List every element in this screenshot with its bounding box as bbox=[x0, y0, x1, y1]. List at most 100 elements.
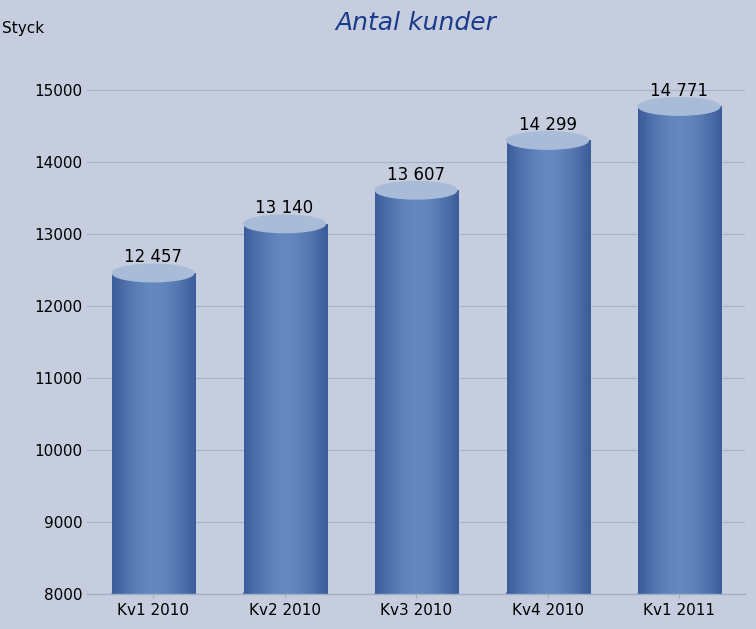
Ellipse shape bbox=[638, 585, 720, 603]
Bar bbox=[716, 106, 718, 594]
Bar bbox=[525, 140, 528, 594]
Bar bbox=[453, 190, 455, 594]
Bar bbox=[421, 190, 423, 594]
Bar bbox=[665, 106, 668, 594]
Bar bbox=[413, 190, 415, 594]
Bar bbox=[246, 224, 248, 594]
Bar bbox=[455, 190, 457, 594]
Bar bbox=[451, 190, 453, 594]
Bar bbox=[426, 190, 428, 594]
Bar bbox=[423, 190, 426, 594]
Bar bbox=[305, 224, 307, 594]
Bar bbox=[445, 190, 447, 594]
Bar bbox=[311, 224, 313, 594]
Bar bbox=[691, 106, 692, 594]
Bar bbox=[692, 106, 695, 594]
Text: 13 607: 13 607 bbox=[387, 165, 445, 184]
Bar bbox=[139, 273, 141, 594]
Bar bbox=[699, 106, 701, 594]
Bar bbox=[553, 140, 555, 594]
Bar bbox=[404, 190, 407, 594]
Bar bbox=[265, 224, 267, 594]
Text: 12 457: 12 457 bbox=[124, 248, 182, 267]
Bar bbox=[557, 140, 559, 594]
Bar bbox=[680, 106, 683, 594]
Bar bbox=[415, 190, 417, 594]
Bar bbox=[259, 224, 261, 594]
Bar bbox=[544, 140, 547, 594]
Bar bbox=[584, 140, 587, 594]
Ellipse shape bbox=[375, 182, 457, 199]
Bar bbox=[113, 273, 114, 594]
Bar bbox=[440, 190, 442, 594]
Bar bbox=[256, 224, 259, 594]
Bar bbox=[645, 106, 647, 594]
Bar bbox=[377, 190, 380, 594]
Bar bbox=[511, 140, 513, 594]
Bar bbox=[319, 224, 321, 594]
Bar bbox=[541, 140, 543, 594]
Bar bbox=[522, 140, 524, 594]
Bar bbox=[306, 224, 308, 594]
Bar bbox=[528, 140, 530, 594]
Bar bbox=[292, 224, 294, 594]
Bar bbox=[653, 106, 655, 594]
Bar bbox=[536, 140, 538, 594]
Bar bbox=[298, 224, 300, 594]
Bar bbox=[640, 106, 643, 594]
Bar bbox=[689, 106, 691, 594]
Bar bbox=[436, 190, 438, 594]
Bar bbox=[530, 140, 532, 594]
Bar bbox=[420, 190, 421, 594]
Bar bbox=[317, 224, 319, 594]
Bar bbox=[375, 190, 377, 594]
Bar bbox=[384, 190, 386, 594]
Text: 14 299: 14 299 bbox=[519, 116, 577, 134]
Bar bbox=[655, 106, 657, 594]
Bar bbox=[135, 273, 138, 594]
Bar bbox=[651, 106, 653, 594]
Ellipse shape bbox=[113, 585, 194, 603]
Bar bbox=[262, 224, 265, 594]
Bar bbox=[659, 106, 662, 594]
Bar bbox=[550, 140, 553, 594]
Bar bbox=[646, 106, 649, 594]
Bar bbox=[131, 273, 133, 594]
Bar bbox=[184, 273, 185, 594]
Bar bbox=[382, 190, 384, 594]
Bar bbox=[682, 106, 684, 594]
Bar bbox=[173, 273, 175, 594]
Bar bbox=[542, 140, 544, 594]
Bar bbox=[169, 273, 171, 594]
Bar bbox=[711, 106, 714, 594]
Bar bbox=[561, 140, 563, 594]
Bar bbox=[144, 273, 146, 594]
Bar bbox=[695, 106, 697, 594]
Bar bbox=[720, 106, 722, 594]
Ellipse shape bbox=[375, 585, 457, 603]
Text: 13 140: 13 140 bbox=[256, 199, 314, 217]
Bar bbox=[302, 224, 305, 594]
Bar bbox=[507, 140, 509, 594]
Bar bbox=[559, 140, 561, 594]
Bar bbox=[179, 273, 181, 594]
Bar bbox=[684, 106, 686, 594]
Bar bbox=[119, 273, 121, 594]
Bar bbox=[717, 106, 720, 594]
Bar bbox=[163, 273, 165, 594]
Ellipse shape bbox=[507, 131, 588, 149]
Bar bbox=[273, 224, 275, 594]
Bar bbox=[313, 224, 315, 594]
Bar bbox=[513, 140, 516, 594]
Ellipse shape bbox=[507, 585, 588, 603]
Bar bbox=[175, 273, 177, 594]
Bar bbox=[127, 273, 129, 594]
Bar bbox=[290, 224, 292, 594]
Bar bbox=[286, 224, 288, 594]
Bar bbox=[649, 106, 651, 594]
Bar bbox=[394, 190, 396, 594]
Bar bbox=[138, 273, 140, 594]
Bar bbox=[392, 190, 394, 594]
Title: Antal kunder: Antal kunder bbox=[336, 11, 497, 35]
Bar bbox=[390, 190, 392, 594]
